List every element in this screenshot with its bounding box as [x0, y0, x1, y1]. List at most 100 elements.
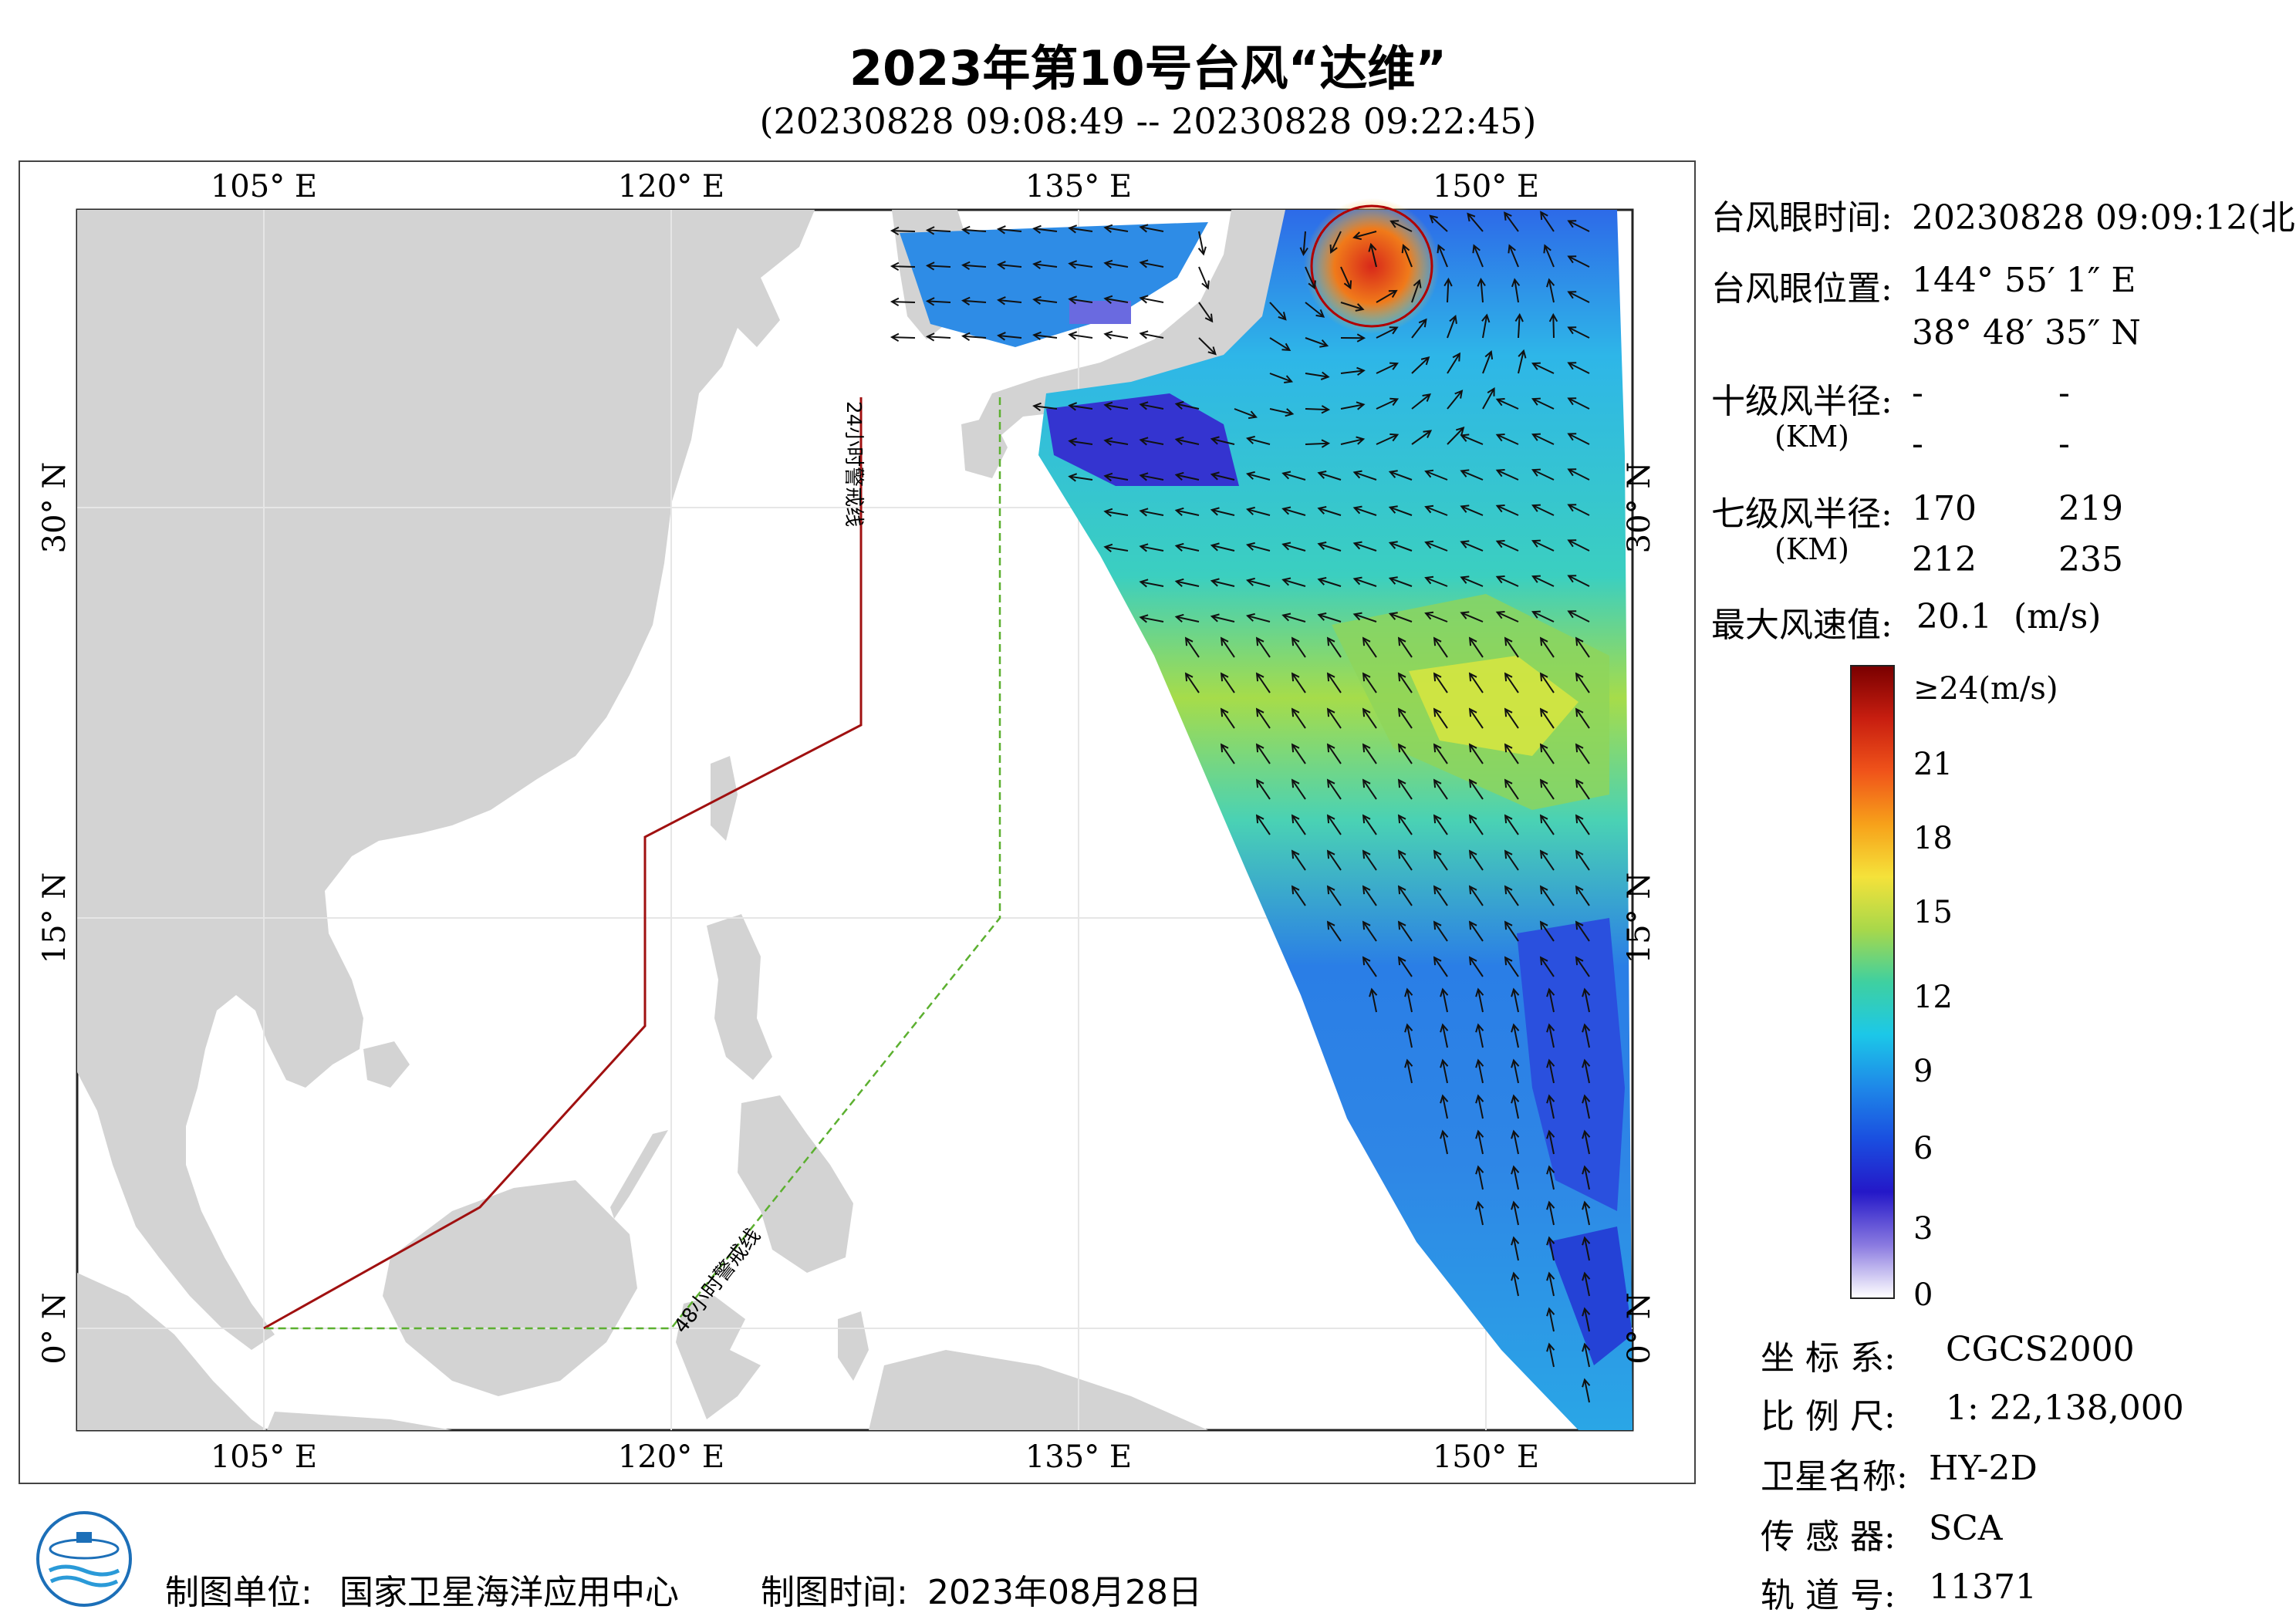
wind-arrow: [1069, 404, 1093, 410]
wind-arrow: [1319, 614, 1342, 623]
wind-arrow: [1425, 577, 1448, 587]
wind-arrow: [1504, 744, 1519, 764]
wind-arrow-head: [1103, 259, 1113, 268]
wind-arrow: [1198, 337, 1217, 355]
wind-arrow-head: [1468, 778, 1477, 788]
wind-arrow: [1140, 403, 1164, 410]
wind-arrow-head: [1460, 540, 1470, 548]
wind-arrow: [1437, 245, 1448, 268]
wind-arrow-head: [1504, 849, 1513, 859]
wind-arrow-head: [1103, 401, 1113, 410]
wind-arrow-head: [1546, 1271, 1555, 1281]
wind-arrow: [998, 264, 1022, 268]
wind-arrow-head: [1511, 1200, 1520, 1210]
r10-label: 十级风半径:: [1711, 382, 1893, 421]
wind-arrow: [1442, 989, 1448, 1013]
map-panel[interactable]: 24小时警戒线 48小时警戒线 105° E 120° E 135° E 150…: [19, 160, 1696, 1484]
wind-arrow-head: [1397, 743, 1406, 753]
colorbar-label-3: 3: [1913, 1211, 1933, 1247]
wind-arrow: [1460, 612, 1484, 623]
wind-arrow: [1247, 508, 1271, 516]
wind-arrow-head: [1291, 814, 1300, 824]
wind-arrow-head: [1495, 575, 1505, 584]
wind-arrow-head: [1548, 312, 1558, 322]
wind-arrow: [1034, 228, 1058, 232]
wind-arrow: [1433, 886, 1448, 906]
wind-arrow-head: [1326, 707, 1335, 717]
map-canvas[interactable]: 24小时警戒线 48小时警戒线 105° E 120° E 135° E 150…: [20, 162, 1694, 1483]
wind-arrow: [1568, 362, 1590, 374]
wind-arrow: [1548, 1060, 1555, 1084]
crs-value: CGCS2000: [1946, 1330, 2135, 1369]
wind-arrow-head: [1582, 1165, 1591, 1175]
wind-arrow: [1442, 1131, 1448, 1155]
wind-arrow: [1504, 815, 1519, 835]
wind-arrow: [1504, 673, 1519, 693]
wind-arrow: [1548, 1131, 1555, 1155]
wind-arrow-head: [1433, 885, 1442, 895]
wind-arrow-head: [1401, 244, 1410, 254]
wind-arrow: [1575, 673, 1590, 693]
wind-arrow: [1389, 506, 1413, 516]
wind-arrow-head: [1320, 371, 1330, 380]
wind-arrow-head: [1456, 427, 1465, 436]
wind-arrow-head: [1174, 436, 1184, 445]
wind-arrow: [1442, 1024, 1448, 1048]
wind-arrow-head: [1197, 246, 1207, 256]
wind-arrow: [1140, 510, 1164, 516]
wind-arrow: [1069, 475, 1093, 481]
wind-arrow-head: [1575, 920, 1584, 930]
wind-arrow-head: [1352, 612, 1362, 621]
wind-arrow: [1513, 1237, 1519, 1261]
wind-arrow: [1398, 708, 1413, 729]
wind-arrow-head: [1437, 244, 1446, 254]
wind-arrow-head: [1326, 778, 1335, 788]
wind-arrow-head: [1475, 1023, 1484, 1033]
wind-arrow-head: [1433, 849, 1442, 859]
wind-arrow: [1548, 1095, 1555, 1119]
luzon: [707, 914, 772, 1080]
wind-vectors: [890, 211, 1591, 1403]
wind-arrow: [1497, 504, 1519, 516]
wind-arrow: [1575, 850, 1590, 871]
wind-arrow: [1584, 1060, 1590, 1084]
wind-arrow-head: [1424, 504, 1434, 514]
wind-arrow-head: [1475, 1094, 1484, 1104]
wind-arrow-head: [1255, 814, 1264, 824]
wind-arrow: [891, 265, 916, 268]
wind-arrow: [1433, 673, 1448, 693]
wind-arrow: [1269, 373, 1292, 383]
wind-arrow: [1513, 1095, 1519, 1119]
japan: [977, 210, 1297, 440]
wind-arrow-head: [1418, 318, 1427, 328]
wind-arrow: [1532, 363, 1555, 374]
wind-arrow-head: [1422, 393, 1432, 402]
wind-arrow: [1376, 363, 1398, 374]
lat-label-right-15: 15° N: [1622, 872, 1657, 964]
wind-arrow-head: [1068, 224, 1078, 234]
lon-label-bottom-150: 150° E: [1433, 1439, 1539, 1475]
wind-arrow: [963, 299, 987, 303]
lon-label-top-135: 135° E: [1025, 169, 1132, 204]
wind-arrow: [1247, 579, 1271, 587]
wind-arrow: [1460, 541, 1484, 552]
wind-arrow-head: [1546, 1165, 1555, 1175]
wind-arrow-head: [1424, 469, 1434, 478]
wind-arrow-head: [1291, 778, 1300, 788]
wind-arrow: [1362, 815, 1377, 835]
wind-arrow: [1584, 1237, 1590, 1261]
wind-arrow: [1176, 403, 1200, 410]
wind-arrow-head: [1326, 885, 1335, 895]
wind-arrow-head: [1484, 350, 1494, 360]
wind-arrow: [1362, 744, 1377, 764]
wind-arrow: [1460, 505, 1484, 516]
wind-arrow-head: [1487, 386, 1495, 396]
wind-arrow: [1398, 744, 1413, 764]
wind-arrow-head: [1423, 430, 1433, 438]
wind-arrow: [1319, 472, 1342, 481]
lon-label-top-150: 150° E: [1433, 169, 1539, 204]
wind-arrow-head: [1281, 612, 1292, 622]
wind-arrow: [1584, 1131, 1590, 1155]
wind-arrow: [1568, 468, 1590, 481]
wind-arrow-head: [1210, 507, 1220, 516]
